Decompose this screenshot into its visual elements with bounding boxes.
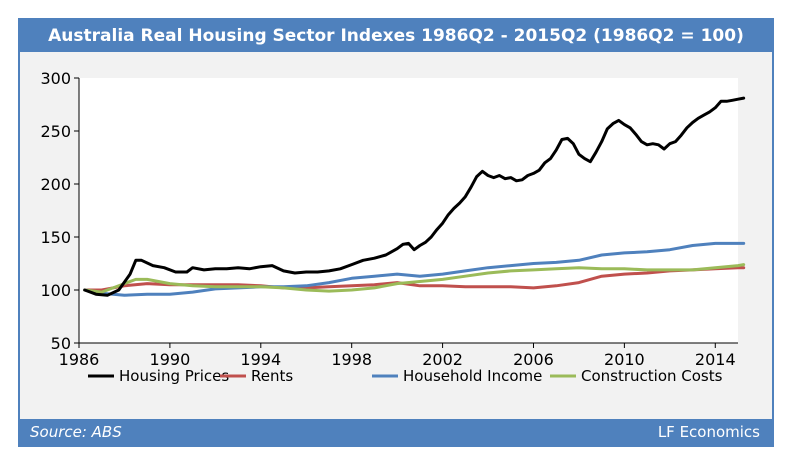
legend-label: Housing Prices	[119, 367, 229, 385]
y-tick-label: 300	[40, 69, 71, 88]
y-tick-label: 200	[40, 175, 71, 194]
y-tick-label: 100	[40, 281, 71, 300]
x-tick-label: 1986	[59, 350, 100, 369]
series-line-housing-prices	[83, 96, 746, 297]
x-tick-label: 2002	[422, 350, 463, 369]
series-layer	[83, 96, 746, 297]
x-tick-label: 1994	[240, 350, 281, 369]
axes: 50 100 150 200 250 300 1986 1990 1994 1998 2002 200…	[40, 69, 738, 369]
y-tick-label: 150	[40, 228, 71, 247]
series-line-household-income	[83, 241, 746, 297]
footer-bar: Source: ABS LF Economics	[20, 419, 772, 445]
x-tick-label: 2014	[695, 350, 736, 369]
plot-area	[79, 78, 738, 343]
line-chart: 50 100 150 200 250 300 1986 1990 1994 1998 2002 200…	[40, 69, 746, 385]
source-note: Source: ABS	[30, 423, 122, 441]
x-tick-label: 2010	[604, 350, 645, 369]
credit-note: LF Economics	[657, 423, 760, 441]
series-line-construction-costs	[83, 263, 746, 294]
y-tick-label: 250	[40, 122, 71, 141]
legend: Housing Prices Rents Household Income Const…	[88, 367, 723, 385]
chart-title: Australia Real Housing Sector Indexes 19…	[20, 20, 772, 52]
legend-label: Rents	[251, 367, 293, 385]
y-tick-label: 50	[51, 334, 71, 353]
x-tick-label: 1998	[331, 350, 372, 369]
chart-frame: Australia Real Housing Sector Indexes 19…	[18, 18, 774, 447]
x-tick-label: 2006	[513, 350, 554, 369]
legend-label: Construction Costs	[581, 367, 723, 385]
x-tick-label: 1990	[150, 350, 191, 369]
legend-label: Household Income	[403, 367, 542, 385]
